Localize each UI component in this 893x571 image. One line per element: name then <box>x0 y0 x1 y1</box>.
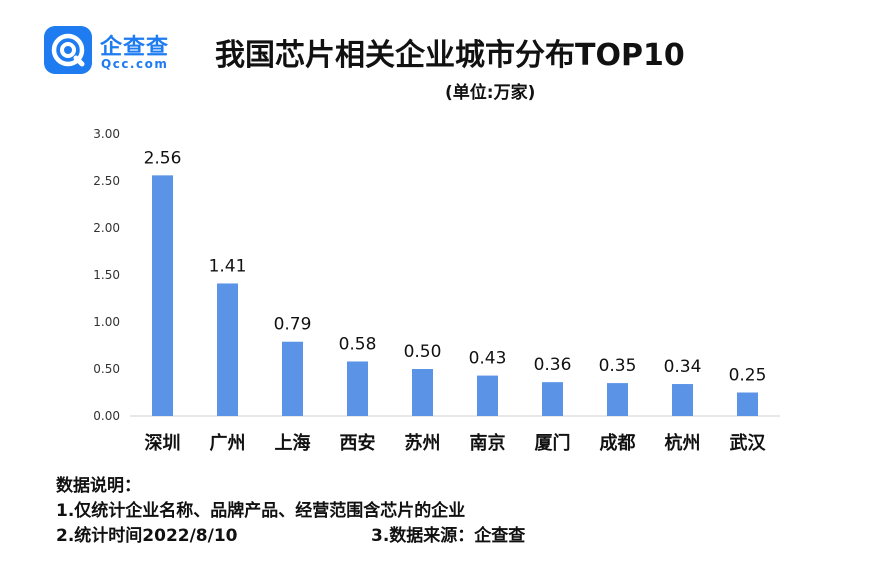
y-tick-label: 0.00 <box>93 409 120 423</box>
bar <box>282 341 303 416</box>
y-tick-label: 2.50 <box>93 174 120 188</box>
bar-value-label: 0.50 <box>404 342 442 362</box>
bar-value-label: 0.25 <box>729 366 767 386</box>
x-tick-label: 成都 <box>600 432 636 454</box>
bar-value-label: 0.35 <box>599 356 637 376</box>
x-tick-label: 苏州 <box>405 432 441 454</box>
y-tick-label: 3.00 <box>93 127 120 141</box>
note-line-2: 2.统计时间2022/8/10 <box>56 526 238 546</box>
x-tick-label: 广州 <box>210 432 246 454</box>
y-tick-label: 2.00 <box>93 221 120 235</box>
data-notes: 数据说明： 1.仅统计企业名称、品牌产品、经营范围含芯片的企业 2.统计时间20… <box>56 474 525 549</box>
brand-logo: 企查查 Qcc.com <box>44 26 194 74</box>
chart-title: 我国芯片相关企业城市分布TOP10 <box>215 38 685 73</box>
y-tick-label: 1.50 <box>93 268 120 282</box>
bar-value-label: 1.41 <box>209 256 247 276</box>
bar <box>737 392 758 416</box>
logo-name-en: Qcc.com <box>101 57 169 71</box>
bar <box>542 382 563 416</box>
bar-value-label: 0.43 <box>469 349 507 369</box>
x-tick-label: 上海 <box>275 432 311 454</box>
qcc-logo-icon <box>44 26 92 74</box>
logo-name-cn: 企查查 <box>100 35 170 60</box>
chart-subtitle: (单位:万家) <box>445 83 536 103</box>
note-line-3: 3.数据来源：企查查 <box>371 526 526 546</box>
bar <box>152 175 173 416</box>
x-tick-label: 杭州 <box>665 432 701 454</box>
x-tick-label: 厦门 <box>535 432 571 454</box>
bar <box>412 369 433 416</box>
bar-value-label: 0.79 <box>274 315 312 335</box>
bar <box>217 283 238 416</box>
note-line-2-row: 2.统计时间2022/8/10 3.数据来源：企查查 <box>56 524 525 549</box>
x-tick-label: 武汉 <box>730 433 767 454</box>
y-tick-label: 1.00 <box>93 315 120 329</box>
bar <box>672 384 693 416</box>
note-line-1: 1.仅统计企业名称、品牌产品、经营范围含芯片的企业 <box>56 501 466 521</box>
bar <box>477 375 498 416</box>
x-tick-label: 深圳 <box>145 432 181 454</box>
x-tick-label: 南京 <box>470 432 506 454</box>
bar-value-label: 0.36 <box>534 355 572 375</box>
notes-heading: 数据说明： <box>56 476 141 496</box>
bar <box>607 383 628 416</box>
x-tick-label: 西安 <box>340 432 376 454</box>
y-tick-label: 0.50 <box>93 362 120 376</box>
bar <box>347 361 368 416</box>
bar-value-label: 2.56 <box>144 148 182 168</box>
bar-value-label: 0.58 <box>339 334 377 354</box>
bar-value-label: 0.34 <box>664 357 702 377</box>
